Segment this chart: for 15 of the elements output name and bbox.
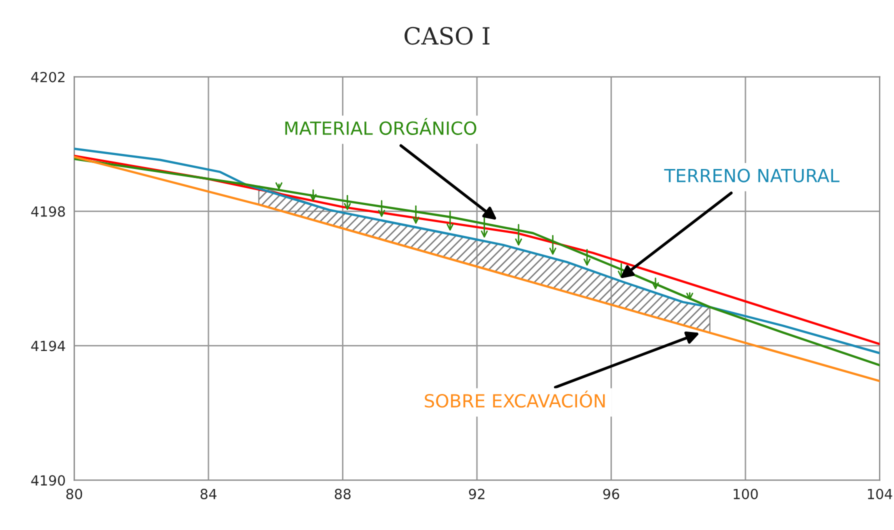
x-tick-label: 80 [66,488,82,500]
chart-title: CASO I [404,26,490,45]
y-tick-label: 4202 [31,72,64,82]
y-tick-label: 4198 [31,206,65,217]
annotation: SOBRE EXCAVACIÓN [424,390,605,408]
annotation: TERRENO NATURAL [664,168,840,182]
y-tick-label: 4194 [31,340,66,352]
x-tick-label: 104 [868,488,892,500]
x-tick-label: 88 [334,488,351,500]
y-tick-label: 4190 [31,475,65,486]
x-tick-label: 84 [200,488,217,500]
x-tick-label: 92 [468,488,484,500]
annotation: MATERIAL ORGÁNICO [285,118,476,135]
x-tick-label: 96 [603,488,620,500]
x-tick-label: 100 [734,488,758,500]
